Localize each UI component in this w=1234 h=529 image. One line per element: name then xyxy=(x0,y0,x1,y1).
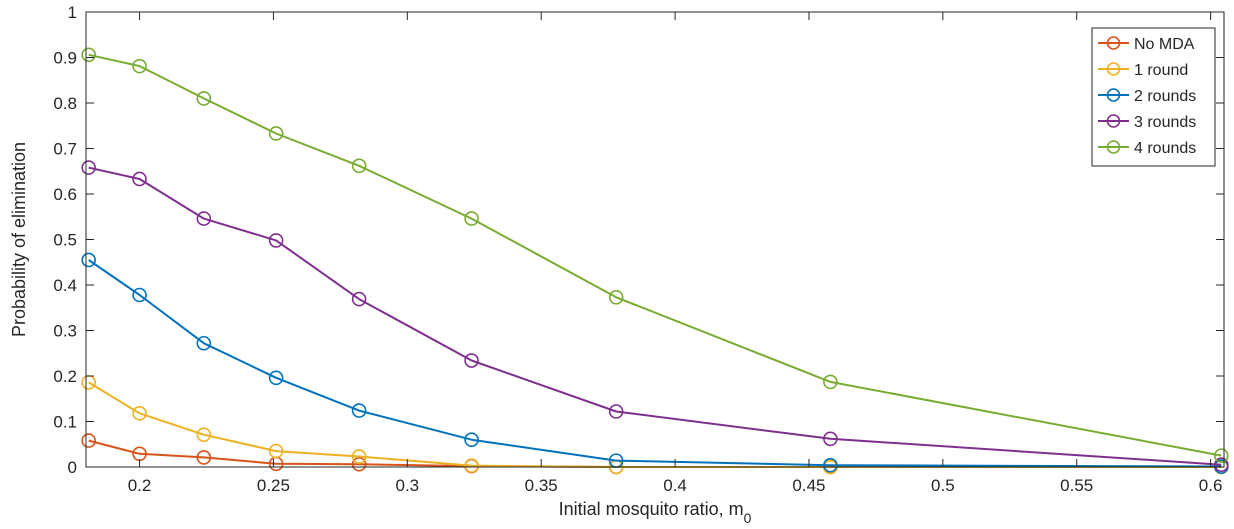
data-point-3-rounds xyxy=(196,211,212,226)
legend: No MDA 1 round 2 rounds 3 rounds 4 rounds xyxy=(1091,27,1216,167)
legend-label-4-rounds: 4 rounds xyxy=(1134,140,1196,157)
series-line-2-rounds xyxy=(88,259,1222,468)
legend-marker-2-rounds xyxy=(1106,88,1121,102)
series-3-rounds xyxy=(81,160,1229,473)
x-tick-label: 0.6 xyxy=(1199,476,1223,495)
data-point-2-rounds xyxy=(823,457,838,473)
data-point-4-rounds xyxy=(196,91,212,106)
data-point-4-rounds xyxy=(1214,448,1229,463)
plot-area xyxy=(86,12,1224,467)
y-tick-label: 0 xyxy=(68,458,77,477)
data-point-1-round xyxy=(464,458,479,473)
legend-label-3-rounds: 3 rounds xyxy=(1134,114,1196,131)
x-tick-label: 0.45 xyxy=(792,476,825,495)
series-line-4-rounds xyxy=(88,53,1222,457)
legend-item-1-round: 1 round xyxy=(1098,62,1188,79)
data-point-4-rounds xyxy=(464,211,479,226)
data-point-2-rounds xyxy=(464,432,479,448)
y-tick-label: 0.2 xyxy=(53,367,77,386)
x-tick-label: 0.2 xyxy=(128,476,152,495)
series-line-3-rounds xyxy=(88,166,1222,466)
y-tick-label: 0.3 xyxy=(53,322,77,341)
legend-box xyxy=(1091,27,1216,167)
x-axis-label-text: Initial mosquito ratio, m xyxy=(559,499,744,519)
legend-item-2-rounds: 2 rounds xyxy=(1098,88,1196,105)
data-point-1-round xyxy=(196,427,212,442)
legend-item-no-mda: No MDA xyxy=(1098,36,1195,53)
data-point-4-rounds xyxy=(351,158,367,174)
legend-marker-1-round xyxy=(1106,62,1121,76)
data-point-2-rounds xyxy=(351,403,367,418)
x-tick-label: 0.3 xyxy=(395,476,419,495)
data-point-4-rounds xyxy=(132,58,147,74)
y-tick-label: 0.6 xyxy=(53,185,77,204)
data-point-3-rounds xyxy=(823,431,838,447)
series-4-rounds xyxy=(81,47,1229,463)
data-point-2-rounds xyxy=(132,287,147,303)
data-point-4-rounds xyxy=(823,374,838,390)
legend-item-4-rounds: 4 rounds xyxy=(1098,140,1196,157)
data-point-3-rounds xyxy=(132,171,147,187)
data-point-2-rounds xyxy=(196,335,212,351)
data-point-1-round xyxy=(268,443,284,459)
data-point-2-rounds xyxy=(81,252,96,268)
data-point-3-rounds xyxy=(351,291,367,307)
legend-label-1-round: 1 round xyxy=(1134,62,1188,79)
data-point-1-round xyxy=(132,406,147,421)
data-point-1-round xyxy=(351,449,367,464)
y-tick-label: 0.9 xyxy=(53,49,77,68)
legend-item-3-rounds: 3 rounds xyxy=(1098,114,1196,131)
data-point-4-rounds xyxy=(268,126,284,141)
legend-marker-no-mda xyxy=(1106,36,1121,50)
y-tick-label: 0.5 xyxy=(53,231,77,250)
axes-layer: 0.2 0.25 0.3 0.35 0.4 0.45 0.5 0.55 0.6 0 0.1 0.2 0.… xyxy=(53,3,1224,495)
x-axis-label-subscript: 0 xyxy=(744,510,752,526)
x-tick-label: 0.5 xyxy=(931,476,955,495)
data-point-no-mda xyxy=(351,456,367,472)
data-point-no-mda xyxy=(196,450,212,465)
data-point-3-rounds xyxy=(464,353,479,368)
data-point-3-rounds xyxy=(1214,457,1229,473)
legend-label-no-mda: No MDA xyxy=(1134,36,1195,53)
data-point-3-rounds xyxy=(268,233,284,248)
x-tick-label: 0.35 xyxy=(525,476,558,495)
x-axis-label: Initial mosquito ratio, m0 xyxy=(559,499,752,526)
y-tick-label: 0.1 xyxy=(53,413,77,432)
y-tick-label: 0.7 xyxy=(53,140,77,159)
data-point-no-mda xyxy=(81,433,96,448)
y-tick-label: 0.8 xyxy=(53,94,77,113)
x-tick-label: 0.4 xyxy=(663,476,687,495)
y-tick-label: 1 xyxy=(68,3,77,22)
x-tick-label: 0.25 xyxy=(257,476,290,495)
legend-marker-4-rounds xyxy=(1106,140,1121,154)
legend-marker-3-rounds xyxy=(1106,114,1121,128)
data-point-3-rounds xyxy=(608,404,624,419)
data-point-4-rounds xyxy=(608,289,624,305)
y-axis-label: Probability of elimination xyxy=(9,142,29,337)
y-tick-label: 0.4 xyxy=(53,276,77,295)
data-point-4-rounds xyxy=(81,47,96,63)
x-tick-label: 0.55 xyxy=(1060,476,1093,495)
data-point-2-rounds xyxy=(268,370,284,386)
legend-label-2-rounds: 2 rounds xyxy=(1134,88,1196,105)
data-point-3-rounds xyxy=(81,160,96,175)
